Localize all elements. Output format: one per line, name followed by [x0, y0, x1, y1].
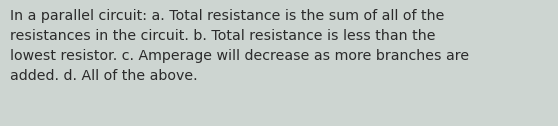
Text: In a parallel circuit: a. Total resistance is the sum of all of the
resistances : In a parallel circuit: a. Total resistan…	[10, 9, 469, 83]
